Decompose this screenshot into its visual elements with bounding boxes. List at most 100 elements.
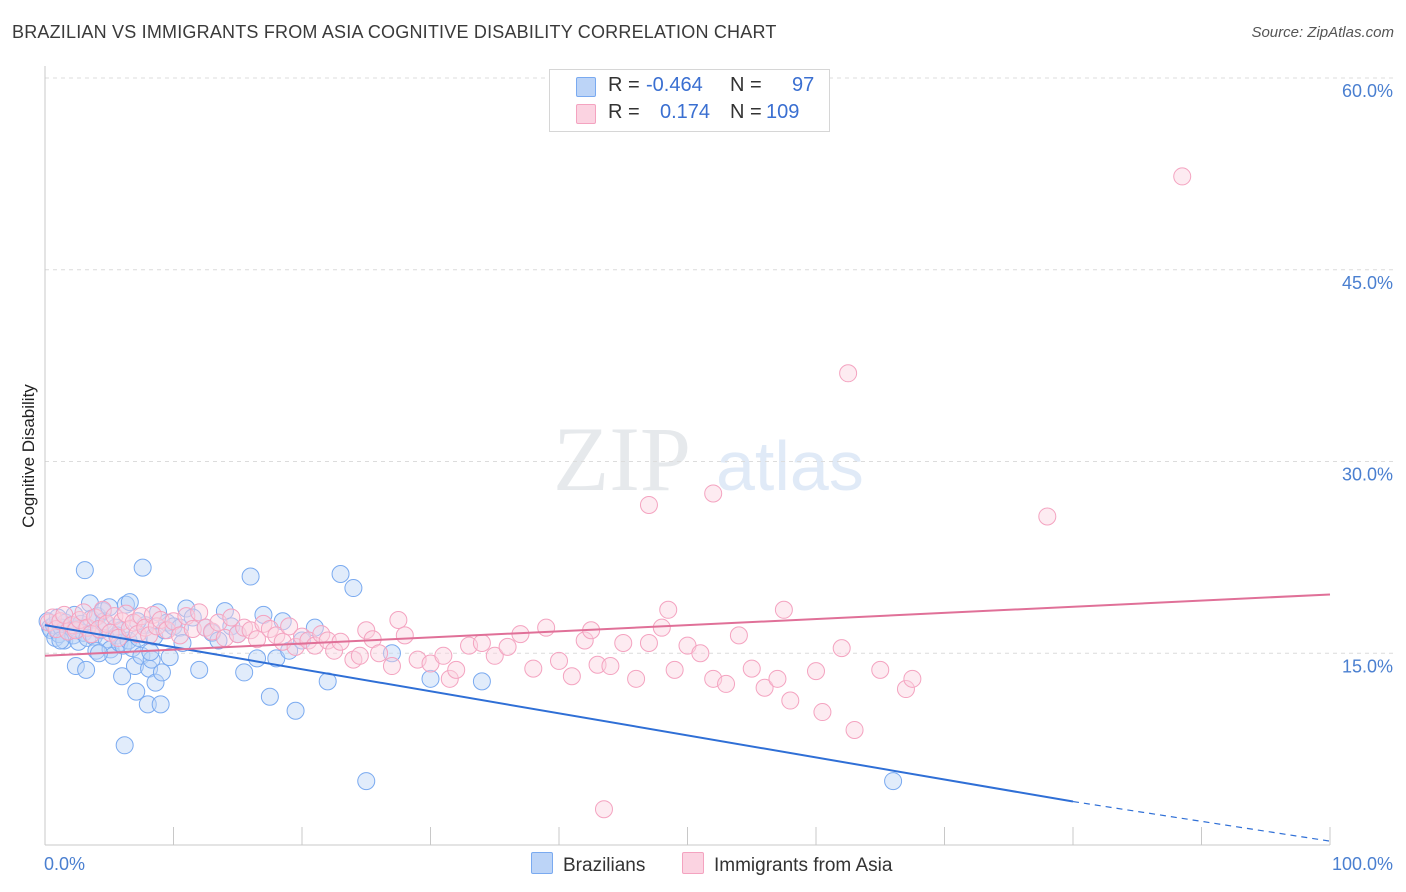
data-point xyxy=(601,657,620,676)
data-point xyxy=(350,646,369,665)
data-point xyxy=(845,720,864,739)
bottom-legend-immigrants: Immigrants from Asia xyxy=(682,852,892,877)
bottom-legend-brazilians: Brazilians xyxy=(531,852,645,877)
data-point xyxy=(93,600,112,619)
data-point xyxy=(138,695,157,714)
data-point xyxy=(235,663,254,682)
data-point xyxy=(190,660,209,679)
x-tick-label: 100.0% xyxy=(1332,854,1393,874)
data-point xyxy=(190,603,209,622)
trend-lines xyxy=(44,593,1331,842)
data-point xyxy=(807,662,825,681)
trend-line-brazilians xyxy=(44,624,1074,803)
data-point xyxy=(472,634,491,653)
data-point xyxy=(614,634,633,653)
data-point xyxy=(77,660,96,679)
y-tick-label: 15.0% xyxy=(1342,656,1393,676)
data-point xyxy=(884,772,903,791)
data-point xyxy=(440,669,459,688)
data-point xyxy=(774,600,793,619)
data-point xyxy=(260,619,279,638)
data-point xyxy=(115,736,134,755)
bottom-legend-swatch-blue xyxy=(531,852,553,874)
legend-r-label: R = xyxy=(608,74,640,96)
data-point xyxy=(97,614,116,633)
legend-swatch-pink xyxy=(576,104,596,124)
legend-n-value: 97 xyxy=(792,74,815,96)
data-point xyxy=(717,674,736,693)
data-point xyxy=(248,649,267,668)
data-point xyxy=(160,648,179,667)
bottom-legend-label: Immigrants from Asia xyxy=(714,855,893,876)
data-point xyxy=(66,657,85,676)
data-point xyxy=(639,495,658,514)
data-point xyxy=(183,619,202,638)
data-point xyxy=(382,657,401,676)
data-point xyxy=(146,673,165,692)
legend-row-immigrants: R = 0.174 N = 109 xyxy=(550,101,829,127)
data-point xyxy=(127,682,146,701)
data-point xyxy=(331,564,350,583)
watermark-atlas: atlas xyxy=(716,427,864,505)
data-point xyxy=(1038,507,1057,526)
data-point xyxy=(125,657,144,676)
data-point xyxy=(344,579,363,598)
data-point xyxy=(524,659,543,678)
chart-source: Source: ZipAtlas.com xyxy=(1251,24,1394,41)
data-point xyxy=(562,667,581,686)
y-tick-label: 45.0% xyxy=(1342,273,1393,293)
data-point xyxy=(896,680,915,699)
grid-lines xyxy=(45,77,1393,654)
data-point xyxy=(729,626,748,645)
data-point xyxy=(370,644,389,663)
data-point xyxy=(132,607,151,626)
data-point xyxy=(871,660,890,679)
data-point xyxy=(124,613,143,632)
data-point xyxy=(742,659,761,678)
data-point xyxy=(133,558,152,577)
data-point xyxy=(389,611,408,630)
data-point xyxy=(447,660,466,679)
data-point xyxy=(903,669,922,688)
y-tick-label: 30.0% xyxy=(1342,465,1393,485)
chart-title: BRAZILIAN VS IMMIGRANTS FROM ASIA COGNIT… xyxy=(12,22,777,42)
data-point xyxy=(113,667,132,686)
data-point xyxy=(1173,167,1192,186)
legend-row-brazilians: R = -0.464 N = 97 xyxy=(550,74,829,100)
legend-r-value: 0.174 xyxy=(660,101,711,123)
data-point xyxy=(152,663,171,682)
data-point xyxy=(485,646,504,665)
series-immigrants-from-asia xyxy=(39,167,1192,819)
bottom-legend-label: Brazilians xyxy=(563,855,646,876)
data-point xyxy=(537,618,556,637)
data-point xyxy=(318,631,337,650)
x-tick-labels: 0.0% 100.0% xyxy=(44,854,1393,874)
data-point xyxy=(588,655,607,674)
data-point xyxy=(395,626,414,645)
data-point xyxy=(498,637,517,656)
data-point xyxy=(652,618,671,637)
data-point xyxy=(87,641,106,660)
data-point xyxy=(704,484,723,503)
data-point xyxy=(575,631,594,650)
data-point xyxy=(639,634,658,653)
legend-swatch-blue xyxy=(576,77,596,97)
legend-n-label: N = xyxy=(730,101,762,123)
data-point xyxy=(357,621,376,640)
axes xyxy=(44,66,1331,846)
data-point xyxy=(434,646,453,665)
data-point xyxy=(781,691,800,710)
data-point xyxy=(86,608,105,627)
legend-r-value: -0.464 xyxy=(646,74,703,96)
data-point xyxy=(755,678,774,697)
data-point xyxy=(627,669,646,688)
data-point xyxy=(260,687,279,706)
data-point xyxy=(813,703,832,722)
data-point xyxy=(594,800,613,819)
data-point xyxy=(357,772,376,791)
data-point xyxy=(550,651,568,670)
correlation-legend: R = -0.464 N = 97 R = 0.174 N = 109 xyxy=(549,69,830,132)
data-point xyxy=(151,695,170,714)
trend-line-immigrants-from-asia xyxy=(44,593,1331,657)
data-point xyxy=(222,608,241,627)
